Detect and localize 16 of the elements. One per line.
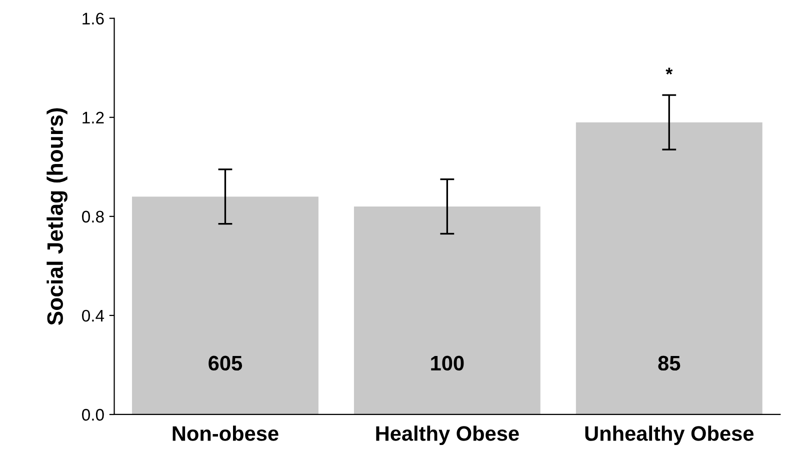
bar xyxy=(354,206,540,414)
y-axis-title: Social Jetlag (hours) xyxy=(46,108,68,326)
annotation: 100 xyxy=(431,356,464,371)
y-tick-label: 0.8 xyxy=(82,210,104,223)
x-tick-label: Unhealthy Obese xyxy=(585,426,754,446)
x-tick-label: Healthy Obese xyxy=(376,426,519,446)
bar xyxy=(576,122,762,414)
annotation: * xyxy=(666,68,673,75)
annotation: 85 xyxy=(658,356,680,371)
x-tick-label: Non-obese xyxy=(172,426,278,441)
y-tick-label: 1.2 xyxy=(82,112,104,124)
y-tick-label: 0.0 xyxy=(82,408,104,421)
bar xyxy=(132,196,318,414)
y-tick-label: 0.4 xyxy=(82,310,104,322)
annotation: 605 xyxy=(208,356,242,371)
y-tick-label: 1.6 xyxy=(82,12,104,25)
